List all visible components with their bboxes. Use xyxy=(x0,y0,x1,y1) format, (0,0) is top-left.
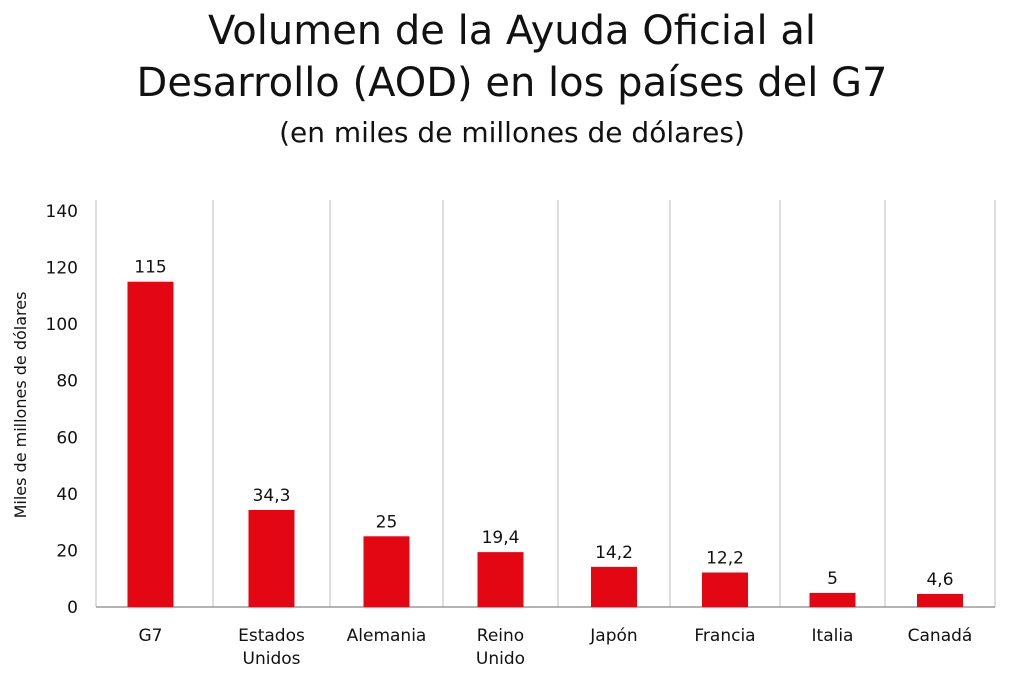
y-tick-label-80: 80 xyxy=(56,372,78,392)
y-tick-label-100: 100 xyxy=(46,315,78,335)
y-tick-label-140: 140 xyxy=(46,202,78,222)
chart-axes xyxy=(95,200,996,608)
y-tick-label-120: 120 xyxy=(46,259,78,279)
bar-value-label-3: 19,4 xyxy=(482,528,520,548)
bar-1 xyxy=(248,509,295,607)
bar-6 xyxy=(809,592,856,607)
x-tick-label-1-line-1: Unidos xyxy=(243,649,301,669)
bar-value-label-0: 115 xyxy=(134,258,166,278)
x-tick-label-1: Estados xyxy=(238,626,305,646)
bar-7 xyxy=(917,593,963,607)
bar-0 xyxy=(127,281,174,607)
x-tick-label-3-line-1: Unido xyxy=(476,649,525,669)
bar-3 xyxy=(477,552,524,607)
x-tick-label-6: Italia xyxy=(812,626,854,646)
chart-labels: 0 20 40 60 80 100 120 140 Miles de millones de d… xyxy=(11,202,972,669)
chart-title-line-1: Volumen de la Ayuda Oficial al xyxy=(208,8,816,54)
bar-value-label-1: 34,3 xyxy=(253,486,291,506)
bar-value-label-2: 25 xyxy=(376,512,398,532)
chart-subtitle: (en miles de millones de dólares) xyxy=(279,116,745,149)
bar-value-label-4: 14,2 xyxy=(595,543,633,563)
bar-value-label-6: 5 xyxy=(827,569,838,589)
bar-value-label-5: 12,2 xyxy=(706,548,744,568)
bar-2 xyxy=(363,536,410,607)
x-tick-label-2: Alemania xyxy=(347,626,427,646)
y-tick-label-40: 40 xyxy=(56,485,78,505)
y-tick-label-20: 20 xyxy=(56,541,78,561)
chart-title-line-2: Desarrollo (AOD) en los países del G7 xyxy=(136,60,888,106)
x-tick-label-7: Canadá xyxy=(908,626,973,646)
x-tick-label-5: Francia xyxy=(694,626,755,646)
y-tick-label-0: 0 xyxy=(67,598,78,618)
bar-5 xyxy=(702,572,748,607)
chart-bars xyxy=(127,281,963,607)
x-tick-label-3: Reino xyxy=(477,626,524,646)
y-axis-label: Miles de millones de dólares xyxy=(11,292,30,519)
x-tick-label-4: Japón xyxy=(589,626,637,646)
bar-value-label-7: 4,6 xyxy=(926,570,953,590)
x-tick-label-0: G7 xyxy=(139,626,163,646)
y-tick-label-60: 60 xyxy=(56,428,78,448)
bar-4 xyxy=(591,566,637,607)
